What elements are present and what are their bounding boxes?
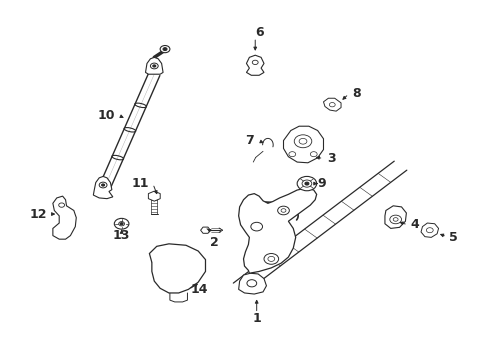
Circle shape (277, 206, 289, 215)
Circle shape (426, 228, 432, 233)
Text: 12: 12 (29, 208, 47, 221)
Circle shape (59, 203, 64, 207)
Polygon shape (148, 191, 160, 201)
Polygon shape (283, 126, 323, 163)
Text: 4: 4 (409, 218, 418, 231)
Text: 2: 2 (210, 236, 219, 249)
Polygon shape (200, 227, 210, 233)
Polygon shape (93, 176, 113, 199)
Text: 1: 1 (252, 311, 261, 325)
Circle shape (281, 209, 285, 212)
Circle shape (389, 215, 401, 224)
Circle shape (120, 223, 123, 225)
Circle shape (114, 219, 129, 229)
Text: 6: 6 (254, 27, 263, 40)
Polygon shape (384, 206, 406, 228)
Circle shape (246, 280, 256, 287)
Circle shape (160, 45, 169, 53)
Circle shape (252, 60, 258, 64)
Circle shape (99, 182, 107, 188)
Circle shape (119, 222, 124, 226)
Circle shape (329, 103, 334, 107)
Circle shape (153, 65, 156, 67)
Circle shape (288, 152, 295, 157)
Circle shape (264, 253, 278, 264)
Circle shape (299, 138, 306, 144)
Circle shape (102, 184, 104, 186)
Polygon shape (238, 188, 316, 273)
Polygon shape (145, 57, 163, 74)
Circle shape (150, 63, 158, 69)
Polygon shape (420, 223, 438, 237)
Circle shape (302, 180, 311, 187)
Text: 14: 14 (190, 283, 208, 296)
Polygon shape (53, 196, 76, 239)
Circle shape (163, 48, 166, 50)
Text: 10: 10 (98, 109, 115, 122)
Text: 3: 3 (327, 152, 335, 165)
Polygon shape (238, 273, 266, 294)
Text: 9: 9 (317, 177, 325, 190)
Polygon shape (323, 98, 340, 111)
Circle shape (392, 218, 397, 221)
Circle shape (310, 152, 317, 157)
Text: 7: 7 (245, 134, 254, 147)
Circle shape (250, 222, 262, 231)
Circle shape (294, 135, 311, 148)
Circle shape (297, 176, 316, 191)
Polygon shape (149, 244, 205, 293)
Text: 8: 8 (351, 87, 360, 100)
Text: 5: 5 (448, 231, 457, 244)
Polygon shape (246, 55, 264, 75)
Text: 11: 11 (132, 177, 149, 190)
Circle shape (267, 256, 274, 261)
Text: 13: 13 (113, 229, 130, 242)
Circle shape (305, 182, 308, 185)
